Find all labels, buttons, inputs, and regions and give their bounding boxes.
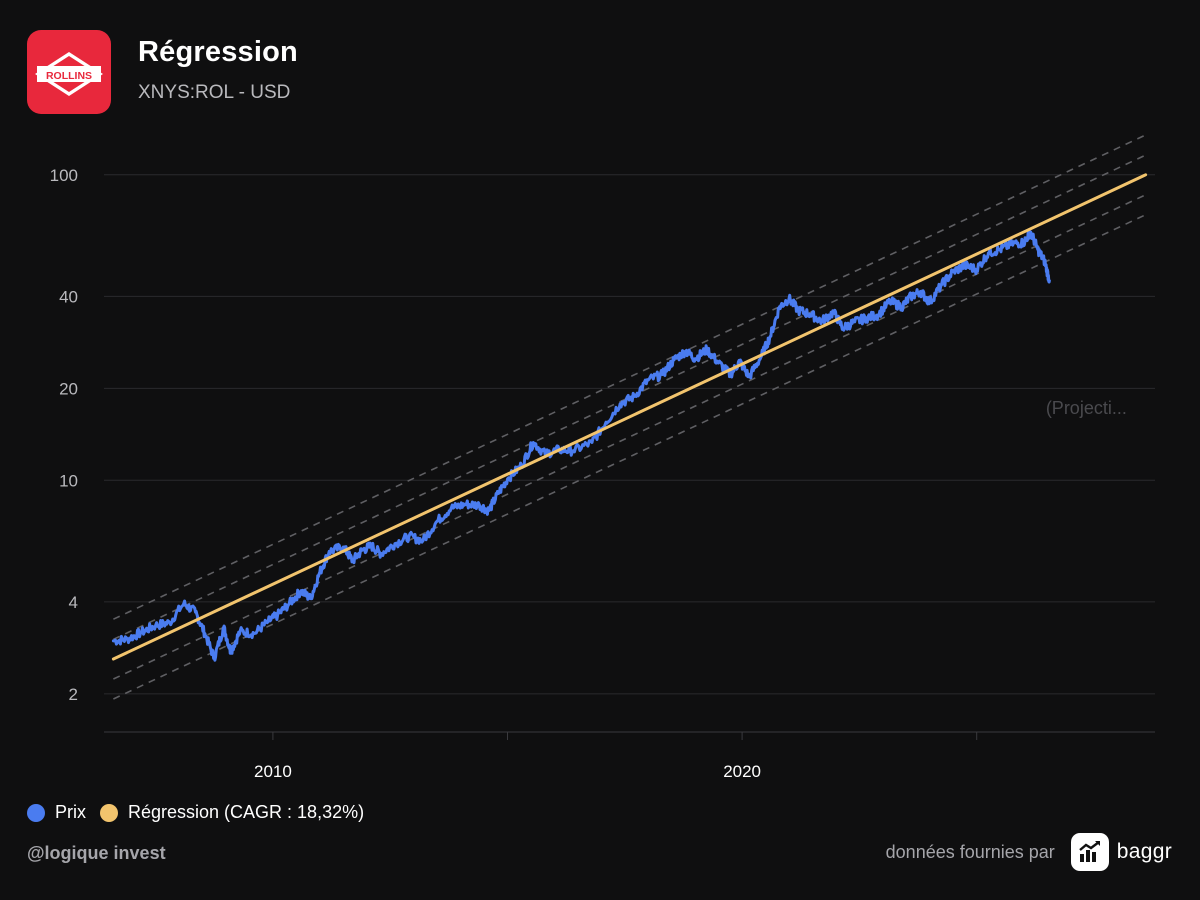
logo-text: ROLLINS <box>46 70 92 82</box>
regression-line <box>111 173 1148 661</box>
regression-band-line <box>113 194 1146 680</box>
baggr-brand: baggr <box>1116 840 1172 863</box>
y-tick-label: 100 <box>50 166 78 185</box>
tick-labels: 2 4 10 20 40 100 2010 2020 <box>50 166 761 781</box>
company-logo: ROLLINS <box>27 30 111 114</box>
y-tick-label: 20 <box>59 379 78 398</box>
page-title: Régression <box>138 36 298 68</box>
data-credit: données fournies par baggr <box>886 833 1172 871</box>
regression-legend-dot <box>100 803 118 822</box>
author-handle: @logique invest <box>27 843 166 863</box>
ticker-subtitle: XNYS:ROL - USD <box>138 82 291 103</box>
y-tick-label: 4 <box>69 593 78 612</box>
regression-bands <box>113 134 1146 700</box>
price-line <box>111 229 1051 662</box>
x-tick-label: 2010 <box>254 762 292 781</box>
y-tick-label: 40 <box>59 287 78 306</box>
chart-legend: Prix Régression (CAGR : 18,32%) <box>27 802 378 823</box>
legend-item-price: Prix <box>27 802 86 823</box>
baggr-logo-icon <box>1070 833 1109 871</box>
y-tick-label: 2 <box>69 685 78 704</box>
axes <box>104 731 1155 740</box>
credit-text: données fournies par <box>885 841 1055 862</box>
y-tick-label: 10 <box>59 471 78 490</box>
projection-annotation: (Projecti... <box>1046 398 1127 418</box>
x-tick-label: 2020 <box>723 762 761 781</box>
regression-band-line <box>113 214 1146 700</box>
legend-regression-label: Régression (CAGR : 18,32%) <box>128 802 365 822</box>
regression-band-line <box>113 134 1146 620</box>
regression-band-line <box>113 154 1146 641</box>
legend-price-label: Prix <box>55 802 86 822</box>
regression-series <box>111 173 1148 661</box>
legend-item-regression: Régression (CAGR : 18,32%) <box>100 802 364 823</box>
price-legend-dot <box>27 803 45 822</box>
price-series <box>111 229 1051 662</box>
